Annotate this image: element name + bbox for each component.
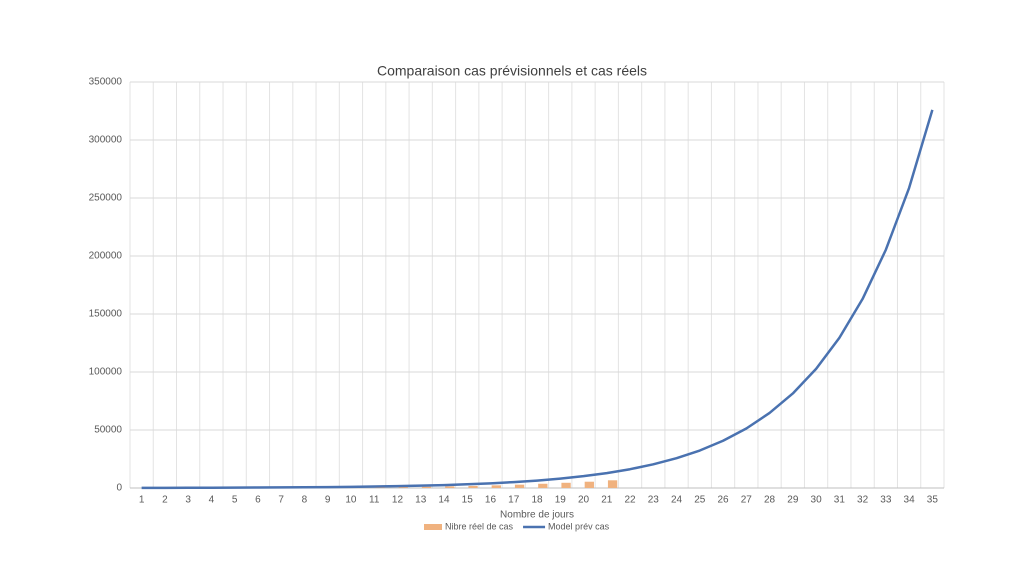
bar — [514, 484, 525, 488]
x-tick-label: 19 — [555, 495, 567, 506]
x-tick-label: 22 — [624, 495, 636, 506]
x-tick-label: 31 — [834, 495, 846, 506]
x-tick-label: 21 — [601, 495, 613, 506]
x-tick-label: 3 — [185, 495, 191, 506]
x-tick-label: 17 — [508, 495, 520, 506]
bar — [468, 485, 478, 488]
y-tick-label: 0 — [116, 483, 122, 494]
x-tick-label: 13 — [415, 495, 427, 506]
bar — [421, 486, 432, 488]
y-tick-label: 150000 — [89, 309, 123, 320]
x-tick-label: 29 — [787, 495, 799, 506]
x-tick-label: 23 — [648, 495, 660, 506]
bar — [491, 485, 501, 488]
x-tick-label: 16 — [485, 495, 497, 506]
y-tick-label: 250000 — [89, 193, 123, 204]
y-tick-label: 50000 — [94, 425, 122, 436]
x-tick-label: 4 — [209, 495, 215, 506]
x-tick-label: 35 — [927, 495, 939, 506]
bar — [607, 480, 618, 488]
bar — [398, 486, 408, 488]
x-tick-label: 20 — [578, 495, 590, 506]
x-tick-label: 10 — [345, 495, 357, 506]
bar — [538, 483, 548, 488]
x-tick-label: 25 — [694, 495, 706, 506]
x-tick-label: 1 — [139, 495, 145, 506]
x-tick-label: 24 — [671, 495, 683, 506]
x-tick-label: 9 — [325, 495, 331, 506]
x-tick-label: 30 — [811, 495, 823, 506]
x-tick-label: 11 — [369, 495, 380, 506]
x-tick-label: 26 — [717, 495, 729, 506]
y-tick-label: 300000 — [89, 135, 123, 146]
bar — [445, 486, 455, 488]
x-axis-title: Nombre de jours — [500, 510, 574, 521]
x-tick-label: 5 — [232, 495, 238, 506]
x-tick-label: 14 — [438, 495, 450, 506]
legend-label: Model prév cas — [548, 521, 610, 531]
x-tick-label: 7 — [278, 495, 284, 506]
x-tick-label: 8 — [302, 495, 308, 506]
legend-label: Nibre réel de cas — [445, 521, 514, 531]
line — [141, 109, 934, 490]
legend-swatch — [424, 524, 442, 530]
x-tick-label: 15 — [462, 495, 474, 506]
y-tick-label: 100000 — [89, 367, 123, 378]
bar — [584, 481, 594, 488]
x-tick-label: 28 — [764, 495, 776, 506]
bar — [561, 482, 571, 488]
x-tick-label: 2 — [162, 495, 168, 506]
x-tick-label: 33 — [880, 495, 892, 506]
x-tick-label: 18 — [531, 495, 543, 506]
y-tick-label: 350000 — [89, 77, 123, 88]
chart-title: Comparaison cas prévisionnels et cas rée… — [377, 63, 647, 79]
x-tick-label: 32 — [857, 495, 869, 506]
x-tick-label: 27 — [741, 495, 753, 506]
x-tick-label: 6 — [255, 495, 261, 506]
y-tick-label: 200000 — [89, 251, 123, 262]
x-tick-label: 12 — [392, 495, 404, 506]
x-tick-label: 34 — [904, 495, 916, 506]
